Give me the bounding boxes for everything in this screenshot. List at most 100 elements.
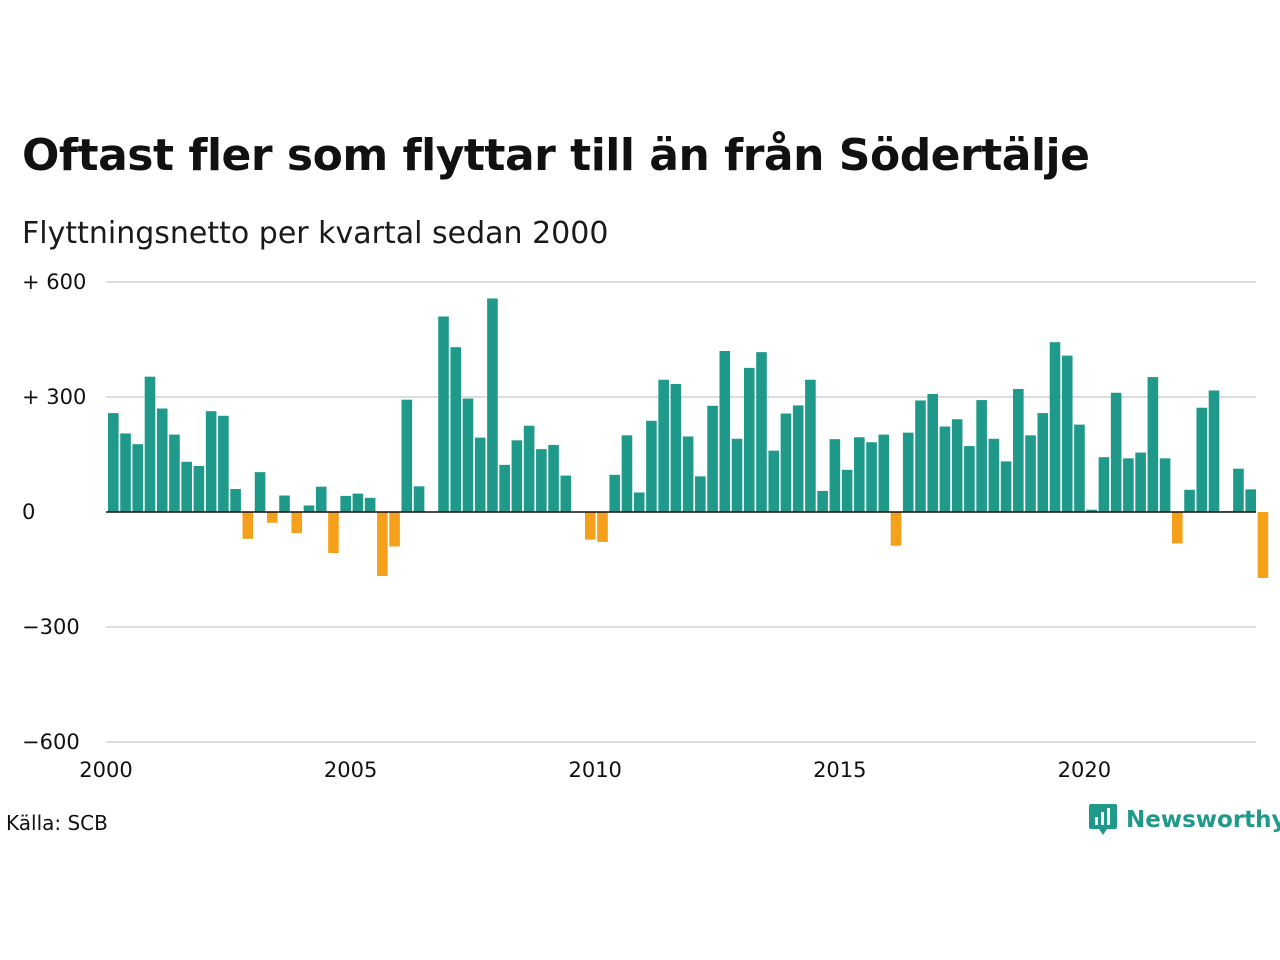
bar xyxy=(1049,342,1061,512)
bar xyxy=(230,489,241,512)
bar xyxy=(1147,377,1159,512)
bar xyxy=(768,450,780,512)
y-tick-label: 0 xyxy=(22,500,35,524)
bar xyxy=(1037,413,1049,512)
bar xyxy=(1013,388,1024,512)
y-tick-label: −300 xyxy=(22,615,80,639)
bar xyxy=(817,490,828,512)
y-tick-label: + 300 xyxy=(22,385,86,409)
bar xyxy=(1208,390,1220,512)
bar xyxy=(181,461,192,512)
bar xyxy=(438,316,449,512)
bar xyxy=(132,444,144,512)
bar xyxy=(279,495,290,512)
bar xyxy=(964,446,975,512)
bar xyxy=(841,469,853,512)
bar xyxy=(523,425,535,512)
bar xyxy=(1233,468,1244,512)
bar xyxy=(902,432,914,512)
bar xyxy=(988,438,1000,512)
x-tick-label: 2020 xyxy=(1058,758,1111,782)
bar xyxy=(1245,489,1256,512)
bar xyxy=(364,497,376,512)
bar xyxy=(597,512,608,542)
newsworthy-logo-icon xyxy=(1089,804,1117,835)
bar xyxy=(474,437,486,512)
bar xyxy=(315,486,327,512)
bar xyxy=(890,512,902,546)
y-tick-label: + 600 xyxy=(22,270,86,294)
bar xyxy=(560,475,572,512)
x-tick-label: 2010 xyxy=(568,758,621,782)
bar xyxy=(254,472,266,512)
bar xyxy=(1135,452,1146,512)
bar xyxy=(609,474,621,512)
chart-title: Oftast fler som flyttar till än från Söd… xyxy=(22,130,1090,181)
x-axis-labels: 2000 2005 2010 2015 2020 xyxy=(79,758,1111,782)
bar xyxy=(743,367,755,512)
bar xyxy=(156,408,168,512)
brand-name: Newsworthy xyxy=(1126,807,1280,833)
bar xyxy=(731,438,743,512)
bar xyxy=(450,347,462,512)
bar xyxy=(511,440,523,512)
source-note: Källa: SCB xyxy=(6,811,108,835)
bar xyxy=(780,413,792,512)
bar xyxy=(878,434,890,512)
bar xyxy=(915,400,926,512)
bar xyxy=(205,411,217,512)
bar xyxy=(976,400,987,512)
bar xyxy=(413,486,425,512)
bar xyxy=(193,466,205,512)
x-tick-label: 2005 xyxy=(324,758,377,782)
bar xyxy=(487,298,498,512)
bar xyxy=(707,405,718,512)
bar xyxy=(1110,392,1122,512)
bar xyxy=(401,399,413,512)
bar xyxy=(1086,509,1097,512)
bar xyxy=(584,512,596,540)
bar xyxy=(352,493,364,512)
bar xyxy=(291,512,303,534)
bar xyxy=(499,464,510,512)
chart-subtitle: Flyttningsnetto per kvartal sedan 2000 xyxy=(22,216,609,251)
bar xyxy=(719,351,731,512)
bar xyxy=(854,437,865,512)
bar xyxy=(756,352,767,512)
bar xyxy=(218,415,229,512)
y-tick-label: −600 xyxy=(22,730,80,754)
bar xyxy=(340,495,351,512)
bar xyxy=(866,442,877,512)
bar xyxy=(1196,407,1208,512)
bar xyxy=(805,379,816,512)
bar xyxy=(108,413,119,512)
bar xyxy=(548,444,559,512)
bar xyxy=(792,405,804,512)
bar xyxy=(1172,512,1183,544)
bar xyxy=(682,436,694,512)
x-tick-label: 2015 xyxy=(813,758,866,782)
bar xyxy=(462,398,474,512)
bar xyxy=(1025,435,1036,512)
bar-chart: + 600 + 300 0 −300 −600 2000 2005 2010 2015 2020 xyxy=(22,270,1269,782)
bar xyxy=(1184,489,1195,512)
bar xyxy=(120,433,131,512)
bar xyxy=(621,435,633,512)
bar xyxy=(927,393,939,512)
bar xyxy=(1000,461,1012,512)
bar xyxy=(328,512,339,554)
bar xyxy=(951,419,963,512)
bar xyxy=(939,426,951,512)
bars xyxy=(108,298,1269,578)
x-tick-label: 2000 xyxy=(79,758,132,782)
bar xyxy=(1098,457,1110,512)
bar xyxy=(633,492,645,512)
bar xyxy=(670,383,682,512)
bar xyxy=(242,512,254,539)
bar xyxy=(1159,458,1171,512)
bar xyxy=(303,505,315,512)
bar xyxy=(144,376,156,512)
bar xyxy=(1123,458,1134,512)
bar xyxy=(646,420,657,512)
bar xyxy=(695,476,706,512)
